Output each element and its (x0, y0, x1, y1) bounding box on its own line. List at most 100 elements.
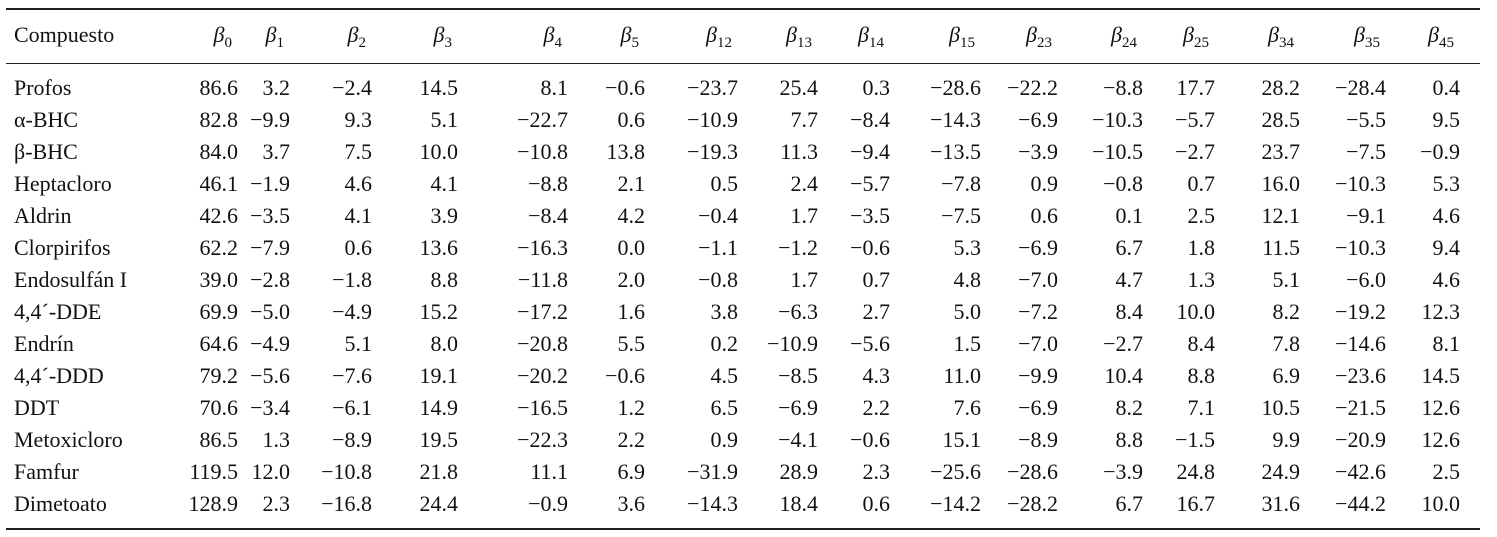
header-symbol: β (347, 22, 359, 47)
header-cell: β24 (1111, 22, 1137, 56)
table-cell: 24.9 (1261, 459, 1301, 484)
table-cell: −8.4 (850, 107, 890, 132)
table-cell: 24.8 (1176, 459, 1216, 484)
row-label: Endrín (14, 331, 74, 356)
table-cell: −28.2 (1007, 491, 1058, 516)
table-cell: 119.5 (189, 459, 238, 484)
table-cell: 2.0 (617, 267, 646, 292)
table-cell: 8.2 (1272, 299, 1301, 324)
table-cell: −0.4 (698, 203, 738, 228)
table-cell: 0.0 (617, 235, 646, 260)
table-cell: −3.9 (1018, 139, 1058, 164)
table-cell: −2.7 (1103, 331, 1143, 356)
table-cell: 1.3 (1187, 267, 1216, 292)
table-cell: 21.8 (419, 459, 459, 484)
table-cell: 19.1 (419, 363, 459, 388)
table-cell: 7.7 (790, 107, 819, 132)
table-cell: 5.3 (953, 235, 982, 260)
table-cell: 82.8 (199, 107, 239, 132)
table-cell: 13.6 (419, 235, 459, 260)
table-cell: 5.5 (617, 331, 646, 356)
table-cell: 2.1 (617, 171, 646, 196)
row-label: Clorpirifos (14, 235, 111, 260)
table-cell: −10.9 (767, 331, 818, 356)
header-subscript: 15 (960, 35, 975, 51)
table-cell: 10.0 (1421, 491, 1461, 516)
row-label: Metoxicloro (14, 427, 123, 452)
header-cell: β35 (1354, 22, 1380, 56)
table-cell: −20.9 (1335, 427, 1386, 452)
table-cell: −3.5 (850, 203, 890, 228)
table-cell: 16.7 (1176, 491, 1216, 516)
header-subscript: 13 (797, 35, 812, 51)
table-cell: −9.4 (850, 139, 890, 164)
header-symbol: β (706, 22, 717, 47)
table-cell: 16.0 (1261, 171, 1301, 196)
table-cell: 6.7 (1115, 491, 1144, 516)
table-cell: −22.2 (1007, 75, 1058, 100)
header-cell: β0 (214, 22, 232, 56)
table-cell: 7.8 (1272, 331, 1301, 356)
table-cell: 2.2 (617, 427, 646, 452)
table-cell: −4.1 (778, 427, 818, 452)
table-cell: −8.9 (332, 427, 372, 452)
row-label: Dimetoato (14, 491, 107, 516)
table-cell: −3.5 (250, 203, 290, 228)
table-cell: 3.7 (262, 139, 291, 164)
table-cell: 4.3 (862, 363, 891, 388)
table-cell: −5.7 (1175, 107, 1215, 132)
table-cell: 10.5 (1261, 395, 1301, 420)
header-cell: β23 (1026, 22, 1052, 56)
table-cell: 28.9 (779, 459, 819, 484)
table-cell: 0.7 (862, 267, 891, 292)
table-cell: −10.5 (1092, 139, 1143, 164)
table-cell: 23.7 (1261, 139, 1301, 164)
table-cell: 14.9 (419, 395, 459, 420)
table-cell: 8.8 (1187, 363, 1216, 388)
table-cell: 15.1 (942, 427, 982, 452)
table-cell: 5.1 (430, 107, 459, 132)
table-cell: 0.6 (617, 107, 646, 132)
header-cell: β2 (348, 22, 366, 56)
table-cell: 11.3 (780, 139, 818, 164)
header-symbol: β (265, 22, 277, 47)
table-cell: 4.2 (617, 203, 646, 228)
header-cell: β1 (266, 22, 284, 56)
table-cell: −6.1 (332, 395, 372, 420)
table-cell: 69.9 (199, 299, 239, 324)
header-symbol: β (1026, 22, 1037, 47)
table-cell: −6.9 (1018, 107, 1058, 132)
table-cell: −7.8 (941, 171, 981, 196)
table-cell: −10.3 (1335, 171, 1386, 196)
table-cell: −1.2 (778, 235, 818, 260)
table-cell: 8.8 (1115, 427, 1144, 452)
table-cell: 1.5 (953, 331, 982, 356)
table-cell: 2.3 (262, 491, 291, 516)
table-cell: 8.0 (430, 331, 459, 356)
table-cell: 6.9 (617, 459, 646, 484)
table-cell: 7.1 (1187, 395, 1216, 420)
header-cell: β15 (949, 22, 975, 56)
table-cell: 18.4 (779, 491, 819, 516)
table-cell: −28.6 (930, 75, 981, 100)
header-symbol: β (1428, 22, 1439, 47)
table-cell: −11.8 (517, 267, 568, 292)
header-symbol: β (858, 22, 869, 47)
table-cell: 1.2 (617, 395, 646, 420)
header-subscript: 0 (224, 35, 233, 51)
table-cell: 0.9 (1030, 171, 1059, 196)
table-cell: 0.5 (710, 171, 739, 196)
table-cell: 1.6 (617, 299, 646, 324)
table-cell: −5.0 (250, 299, 290, 324)
table-cell: −7.6 (332, 363, 372, 388)
table-cell: 2.3 (862, 459, 891, 484)
table-cell: 6.7 (1115, 235, 1144, 260)
table-cell: 0.7 (1187, 171, 1216, 196)
table-cell: 5.3 (1432, 171, 1461, 196)
table-cell: 8.2 (1115, 395, 1144, 420)
row-label: DDT (14, 395, 60, 420)
top-rule (6, 8, 1480, 10)
table-cell: 0.3 (862, 75, 891, 100)
row-label: Famfur (14, 459, 79, 484)
table-cell: −2.7 (1175, 139, 1215, 164)
